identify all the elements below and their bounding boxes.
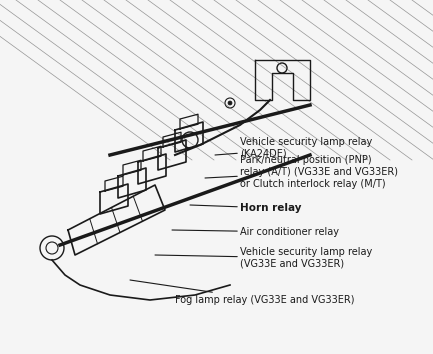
- Text: Air conditioner relay: Air conditioner relay: [172, 227, 339, 237]
- Text: Vehicle security lamp relay
(VG33E and VG33ER): Vehicle security lamp relay (VG33E and V…: [155, 247, 372, 269]
- Circle shape: [228, 101, 232, 105]
- Text: Horn relay: Horn relay: [190, 203, 301, 213]
- Text: Fog lamp relay (VG33E and VG33ER): Fog lamp relay (VG33E and VG33ER): [130, 280, 355, 305]
- Text: Vehicle security lamp relay
(KA24DE): Vehicle security lamp relay (KA24DE): [215, 137, 372, 159]
- Text: Park/neutral position (PNP)
relay (A/T) (VG33E and VG33ER)
or Clutch interlock r: Park/neutral position (PNP) relay (A/T) …: [205, 155, 398, 189]
